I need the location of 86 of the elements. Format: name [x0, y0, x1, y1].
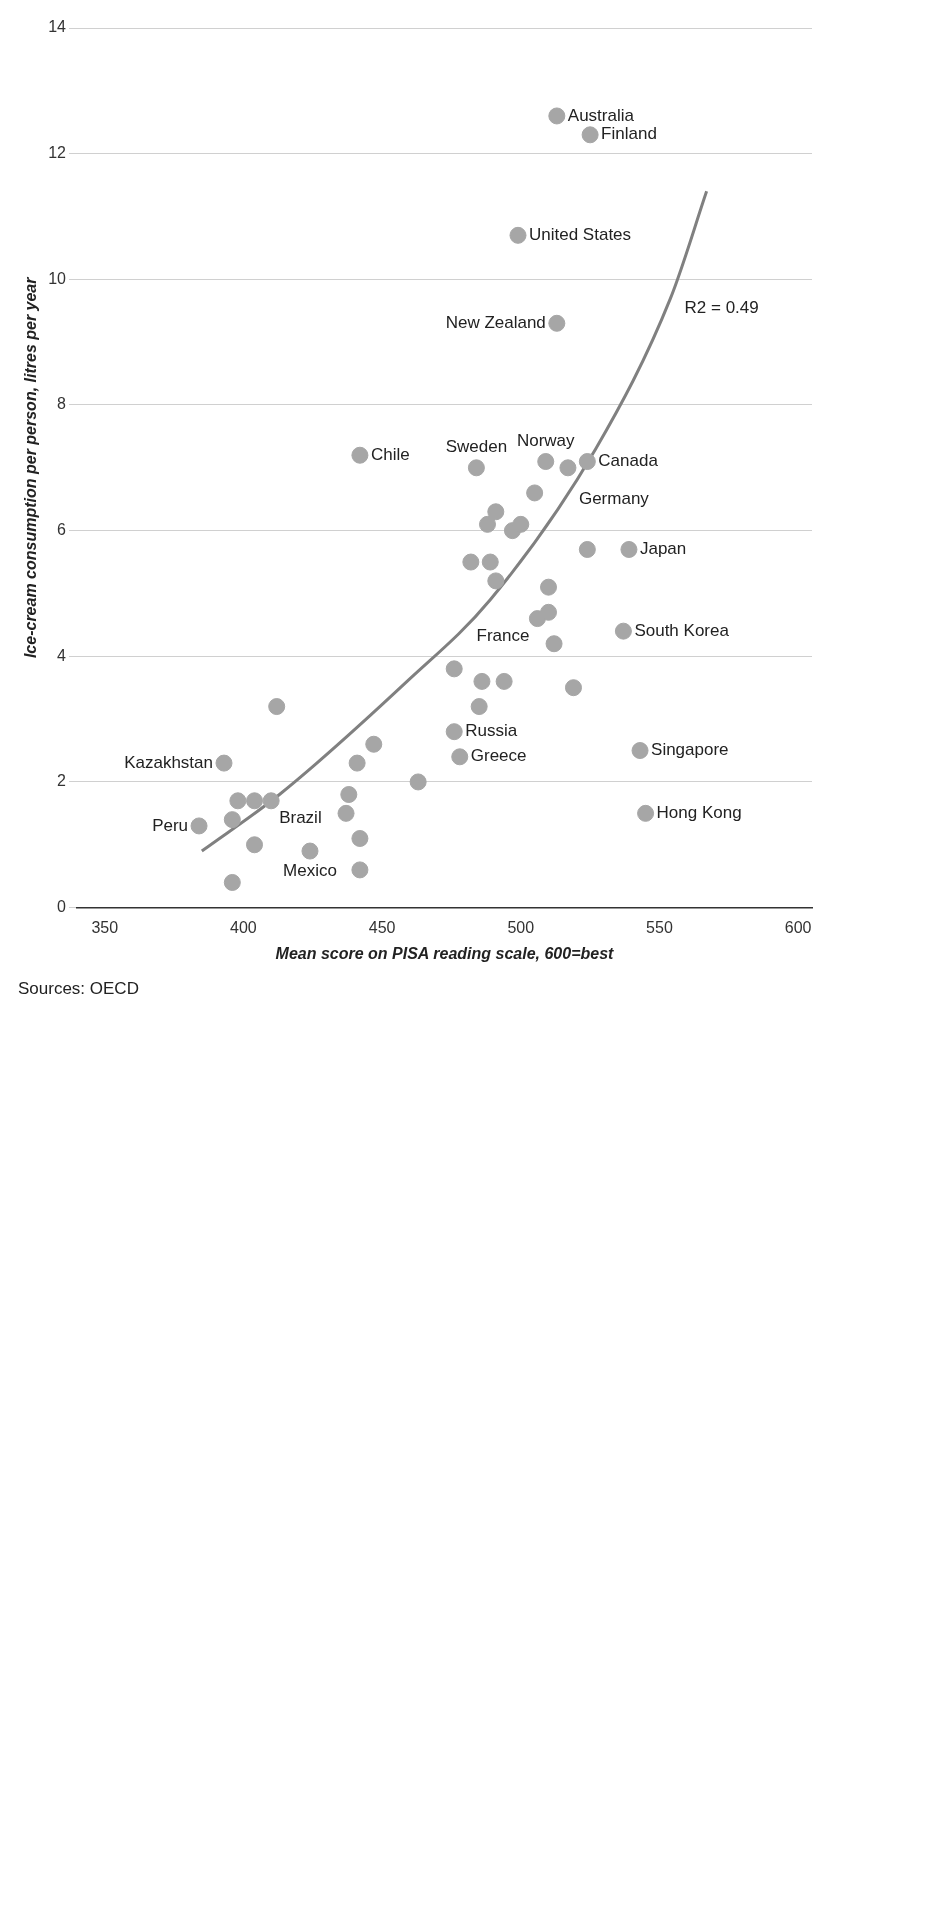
y-tick-label: 14: [48, 18, 67, 36]
point: [351, 861, 369, 879]
point: [526, 484, 544, 502]
point: [340, 786, 358, 804]
annotation: Kazakhstan: [124, 752, 214, 772]
y-tick-label: 12: [48, 144, 67, 162]
point: [215, 754, 233, 772]
point: [348, 754, 366, 772]
x-tick-label: 550: [646, 918, 673, 936]
point: [246, 836, 264, 854]
annotation: Peru: [152, 815, 189, 835]
point: [495, 672, 513, 690]
x-axis-title: Mean score on PISA reading scale, 600=best: [275, 944, 615, 962]
point: [512, 515, 530, 533]
point: [467, 459, 485, 477]
annotation: United States: [529, 225, 632, 245]
y-tick-label: 4: [57, 646, 67, 664]
y-tick-label: 6: [57, 521, 67, 539]
source-note: Sources: OECD: [18, 979, 139, 999]
x-tick-label: 500: [507, 918, 535, 936]
point: [473, 672, 491, 690]
annotation: Finland: [601, 124, 657, 144]
point: [470, 698, 488, 716]
point: [578, 453, 596, 471]
point: [581, 126, 599, 144]
annotation: Canada: [598, 451, 659, 471]
point: [487, 572, 505, 590]
point: [631, 742, 649, 760]
annotation: Chile: [370, 444, 410, 464]
annotation: France: [476, 626, 530, 646]
y-tick-label: 2: [57, 772, 67, 790]
point: [445, 723, 463, 741]
point: [540, 603, 558, 621]
point: [451, 748, 469, 766]
point: [351, 829, 369, 847]
point: [351, 446, 369, 464]
annotation: Norway: [516, 431, 576, 451]
point: [262, 792, 280, 810]
annotation: Australia: [567, 105, 635, 125]
point: [223, 873, 241, 891]
point: [223, 811, 241, 829]
y-tick-label: 0: [57, 898, 67, 916]
x-tick-label: 400: [230, 918, 257, 936]
point: [545, 635, 563, 653]
point: [409, 773, 427, 791]
point: [509, 226, 527, 244]
point: [445, 660, 463, 678]
point: [246, 792, 264, 810]
point: [614, 622, 632, 640]
point: [487, 503, 505, 521]
y-tick-label: 10: [48, 269, 67, 287]
point: [620, 540, 638, 558]
point: [462, 553, 480, 571]
y-tick-label: 8: [57, 395, 67, 413]
point: [481, 553, 499, 571]
annotation: Greece: [470, 746, 527, 766]
x-tick-label: 600: [784, 918, 812, 936]
annotation: New Zealand: [445, 312, 546, 332]
point: [268, 698, 286, 716]
annotation: R2 = 0.49: [684, 297, 759, 317]
point: [478, 515, 496, 533]
point: [337, 804, 355, 822]
point: [229, 792, 247, 810]
annotation: Japan: [639, 539, 687, 559]
x-tick-label: 450: [368, 918, 396, 936]
point: [548, 107, 566, 125]
point: [365, 735, 383, 753]
annotation: Hong Kong: [656, 803, 742, 823]
point: [190, 817, 208, 835]
point: [540, 578, 558, 596]
point: [578, 540, 596, 558]
point: [637, 804, 655, 822]
point: [564, 679, 582, 697]
x-tick-label: 350: [91, 918, 119, 936]
annotation: Singapore: [651, 740, 729, 760]
point: [537, 453, 555, 471]
point: [559, 459, 577, 477]
annotation: Sweden: [445, 437, 508, 457]
annotation: South Korea: [634, 620, 730, 640]
annotation: Germany: [578, 489, 650, 509]
annotation: Brazil: [279, 808, 322, 828]
annotation: Russia: [465, 721, 518, 741]
annotation: Mexico: [283, 860, 337, 880]
point: [548, 314, 566, 332]
point: [301, 842, 319, 860]
y-axis-title: Ice-cream consumption per person, litres per year: [22, 276, 40, 659]
